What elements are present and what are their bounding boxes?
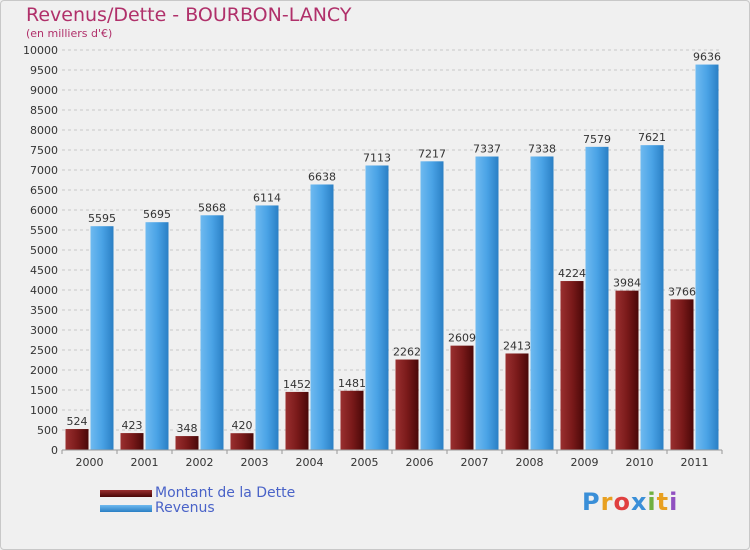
y-tick-label: 4000 <box>30 284 58 297</box>
y-tick-label: 3000 <box>30 324 58 337</box>
x-tick-label: 2001 <box>131 456 159 469</box>
value-label: 1452 <box>283 378 311 391</box>
y-tick-label: 8500 <box>30 104 58 117</box>
value-label: 423 <box>122 419 143 432</box>
value-label: 524 <box>67 415 88 428</box>
bar-dette <box>505 353 529 450</box>
bar-dette <box>175 436 199 450</box>
bar-dette <box>615 290 639 450</box>
bar-dette <box>120 433 144 450</box>
x-tick-label: 2008 <box>516 456 544 469</box>
legend-label-revenus: Revenus <box>155 500 215 516</box>
value-label: 3766 <box>668 285 696 298</box>
y-tick-label: 9000 <box>30 84 58 97</box>
value-label: 2413 <box>503 339 531 352</box>
proxiti-logo: Proxiti <box>582 488 679 516</box>
bar-revenus <box>695 64 719 450</box>
y-tick-label: 2500 <box>30 344 58 357</box>
y-tick-label: 10000 <box>23 44 58 57</box>
value-label: 2262 <box>393 346 421 359</box>
x-tick-label: 2006 <box>406 456 434 469</box>
bar-revenus <box>475 156 499 450</box>
value-label: 7579 <box>583 133 611 146</box>
value-label: 7217 <box>418 147 446 160</box>
y-tick-label: 6000 <box>30 204 58 217</box>
chart-title: Revenus/Dette - BOURBON-LANCY <box>26 4 352 26</box>
bar-revenus <box>420 161 444 450</box>
bar-dette <box>340 390 364 450</box>
x-tick-label: 2005 <box>351 456 379 469</box>
bar-dette <box>230 433 254 450</box>
bar-revenus <box>365 165 389 451</box>
value-label: 4224 <box>558 267 586 280</box>
value-label: 7113 <box>363 151 391 164</box>
value-label: 5695 <box>143 208 171 221</box>
value-label: 7337 <box>473 143 501 156</box>
bar-revenus <box>90 226 114 450</box>
x-tick-label: 2009 <box>571 456 599 469</box>
y-tick-label: 500 <box>37 424 58 437</box>
y-tick-label: 3500 <box>30 304 58 317</box>
bar-revenus <box>255 205 279 450</box>
x-tick-label: 2003 <box>241 456 269 469</box>
bar-dette <box>670 299 694 450</box>
x-tick-label: 2010 <box>626 456 654 469</box>
legend-label-debt: Montant de la Dette <box>155 485 296 501</box>
bar-revenus <box>640 145 664 450</box>
value-labels: 524 5595 423 5695 348 5868 420 6114 1452 6638 1481… <box>67 51 722 436</box>
y-tick-label: 1500 <box>30 384 58 397</box>
value-label: 348 <box>177 422 198 435</box>
value-label: 9636 <box>693 51 721 64</box>
bar-dette <box>395 359 419 450</box>
bars <box>65 64 719 451</box>
value-label: 6114 <box>253 191 281 204</box>
bar-dette <box>450 345 474 450</box>
value-label: 5595 <box>88 212 116 225</box>
bar-dette <box>65 429 89 450</box>
y-tick-label: 5500 <box>30 224 58 237</box>
bar-dette <box>560 281 584 450</box>
y-tick-label: 4500 <box>30 264 58 277</box>
value-label: 6638 <box>308 170 336 183</box>
y-tick-label: 7000 <box>30 164 58 177</box>
y-tick-label: 0 <box>51 444 58 457</box>
bar-dette <box>285 391 309 450</box>
y-tick-label: 9500 <box>30 64 58 77</box>
y-tick-label: 2000 <box>30 364 58 377</box>
x-tick-label: 2007 <box>461 456 489 469</box>
value-label: 3984 <box>613 277 641 290</box>
x-tick-label: 2004 <box>296 456 324 469</box>
y-tick-label: 8000 <box>30 124 58 137</box>
legend-swatch-revenus <box>100 505 152 512</box>
value-label: 420 <box>232 419 253 432</box>
chart-subtitle: (en milliers d'€) <box>26 27 113 40</box>
x-tick-label: 2000 <box>76 456 104 469</box>
value-label: 7621 <box>638 131 666 144</box>
legend-swatch-debt <box>100 490 152 497</box>
x-tick-label: 2002 <box>186 456 214 469</box>
bar-revenus <box>145 222 169 450</box>
value-label: 2609 <box>448 332 476 345</box>
value-label: 7338 <box>528 142 556 155</box>
value-label: 5868 <box>198 201 226 214</box>
bar-revenus <box>200 215 224 450</box>
grid-lines <box>62 49 722 451</box>
y-tick-label: 1000 <box>30 404 58 417</box>
y-axis-ticks: 0 500 1000 1500 2000 2500 3000 3500 4000 4500 5000… <box>23 44 58 457</box>
value-label: 1481 <box>338 377 366 390</box>
y-tick-label: 6500 <box>30 184 58 197</box>
x-axis-ticks: 2000 2001 2002 2003 2004 2005 2006 2007 2008 2009… <box>61 450 723 469</box>
bar-revenus <box>530 156 554 451</box>
y-tick-label: 5000 <box>30 244 58 257</box>
x-tick-label: 2011 <box>681 456 709 469</box>
bar-revenus <box>310 184 334 451</box>
y-tick-label: 7500 <box>30 144 58 157</box>
bar-revenus <box>585 146 609 450</box>
